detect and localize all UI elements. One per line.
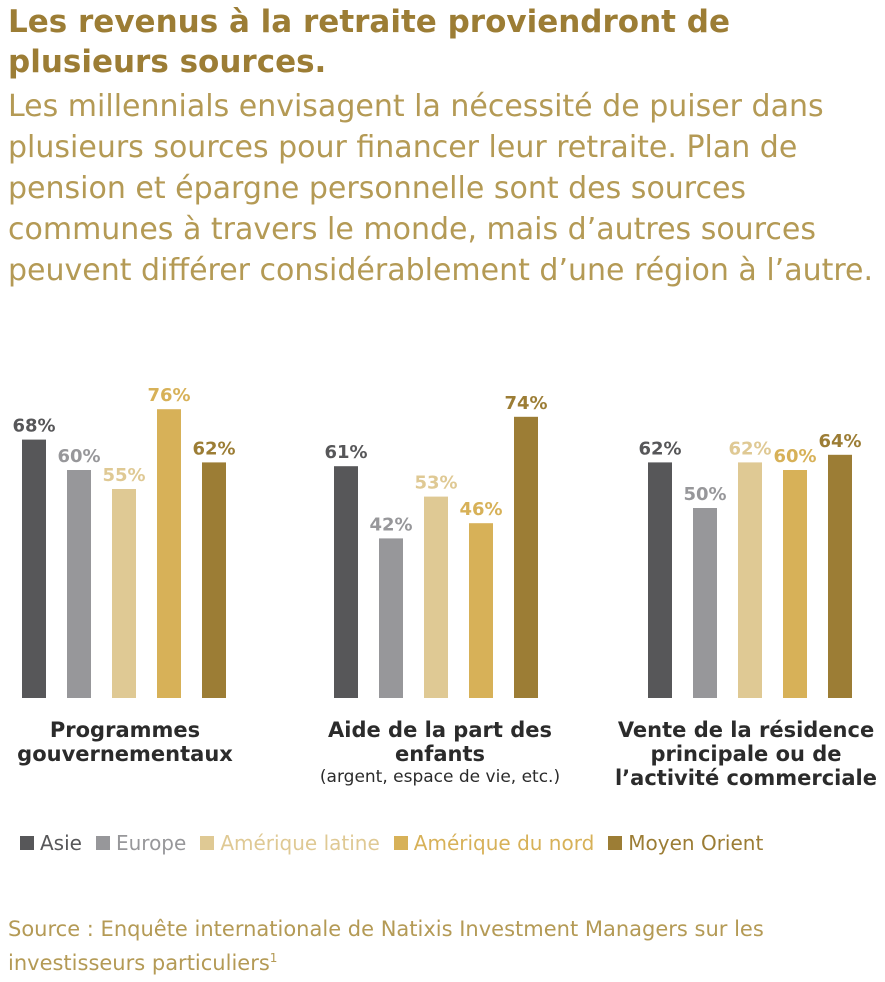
- bar-amerique-du-nord-1: [157, 409, 181, 698]
- data-label-moyen-orient-1: 62%: [192, 438, 235, 459]
- bar-amerique-latine-2: [424, 496, 448, 698]
- bar-moyen-orient-2: [514, 416, 538, 698]
- legend: Asie Europe Amérique latine Amérique du …: [20, 828, 880, 858]
- category-title-3: Vente de la résidence principale ou de l…: [614, 718, 877, 790]
- data-label-amerique-du-nord-2: 46%: [459, 499, 502, 520]
- data-label-moyen-orient-2: 74%: [504, 393, 547, 414]
- category-label-3: Vente de la résidence principale ou de l…: [612, 718, 880, 790]
- bar-moyen-orient-1: [202, 462, 226, 698]
- data-label-amerique-latine-1: 55%: [102, 465, 145, 486]
- data-label-europe-2: 42%: [369, 514, 412, 535]
- legend-label-europe: Europe: [115, 831, 187, 855]
- data-label-asie-2: 61%: [324, 442, 367, 463]
- legend-item-amerique-du-nord: Amérique du nord: [393, 831, 595, 855]
- legend-item-moyen-orient: Moyen Orient: [608, 831, 763, 855]
- bar-europe-1: [67, 470, 91, 698]
- legend-swatch-amerique-latine: [200, 836, 215, 850]
- legend-swatch-moyen-orient: [608, 836, 623, 850]
- category-label-2: Aide de la part des enfants (argent, esp…: [310, 718, 570, 788]
- data-label-amerique-latine-3: 62%: [728, 438, 771, 459]
- data-label-europe-1: 60%: [57, 446, 100, 467]
- legend-item-europe: Europe: [95, 831, 187, 855]
- bar-asie-2: [334, 466, 358, 698]
- data-label-moyen-orient-3: 64%: [818, 431, 861, 452]
- legend-item-asie: Asie: [20, 831, 82, 855]
- data-label-asie-1: 68%: [12, 416, 55, 437]
- data-label-amerique-du-nord-3: 60%: [773, 446, 816, 467]
- data-label-amerique-du-nord-1: 76%: [147, 385, 190, 406]
- legend-label-amerique-latine: Amérique latine: [220, 831, 380, 855]
- bar-asie-3: [648, 462, 672, 698]
- legend-swatch-amerique-du-nord: [393, 836, 408, 850]
- source-footnote: 1: [269, 951, 278, 965]
- category-title-1: Programmes gouvernementaux: [17, 718, 233, 766]
- bar-moyen-orient-3: [828, 454, 852, 698]
- data-label-europe-3: 50%: [683, 484, 726, 505]
- category-label-1: Programmes gouvernementaux: [0, 718, 250, 766]
- bar-amerique-latine-1: [112, 489, 136, 698]
- legend-swatch-europe: [95, 836, 110, 850]
- category-title-2: Aide de la part des enfants: [328, 718, 552, 766]
- intro-text: Les millennials envisagent la nécessité …: [8, 89, 874, 288]
- source-text: Source : Enquête internationale de Natix…: [8, 917, 764, 975]
- bar-amerique-du-nord-2: [469, 523, 493, 698]
- bar-amerique-du-nord-3: [783, 470, 807, 698]
- bar-europe-3: [693, 508, 717, 698]
- data-label-amerique-latine-2: 53%: [414, 473, 457, 494]
- page-title: Les revenus à la retraite proviendront d…: [8, 4, 730, 80]
- legend-swatch-asie: [20, 836, 34, 850]
- bar-chart: 68%60%55%76%62% 61%42%53%46%74%62%50%62% 6…: [12, 385, 862, 698]
- category-subtitle-2: (argent, espace de vie, etc.): [319, 767, 561, 787]
- bar-asie-1: [22, 439, 46, 698]
- bar-europe-2: [379, 538, 403, 698]
- legend-item-amerique-latine: Amérique latine: [200, 831, 380, 855]
- legend-label-amerique-du-nord: Amérique du nord: [413, 831, 595, 855]
- source-note: Source : Enquête internationale de Natix…: [8, 915, 878, 978]
- data-label-asie-3: 62%: [638, 438, 681, 459]
- bar-amerique-latine-3: [738, 462, 762, 698]
- legend-label-moyen-orient: Moyen Orient: [628, 831, 764, 855]
- legend-label-asie: Asie: [40, 831, 82, 855]
